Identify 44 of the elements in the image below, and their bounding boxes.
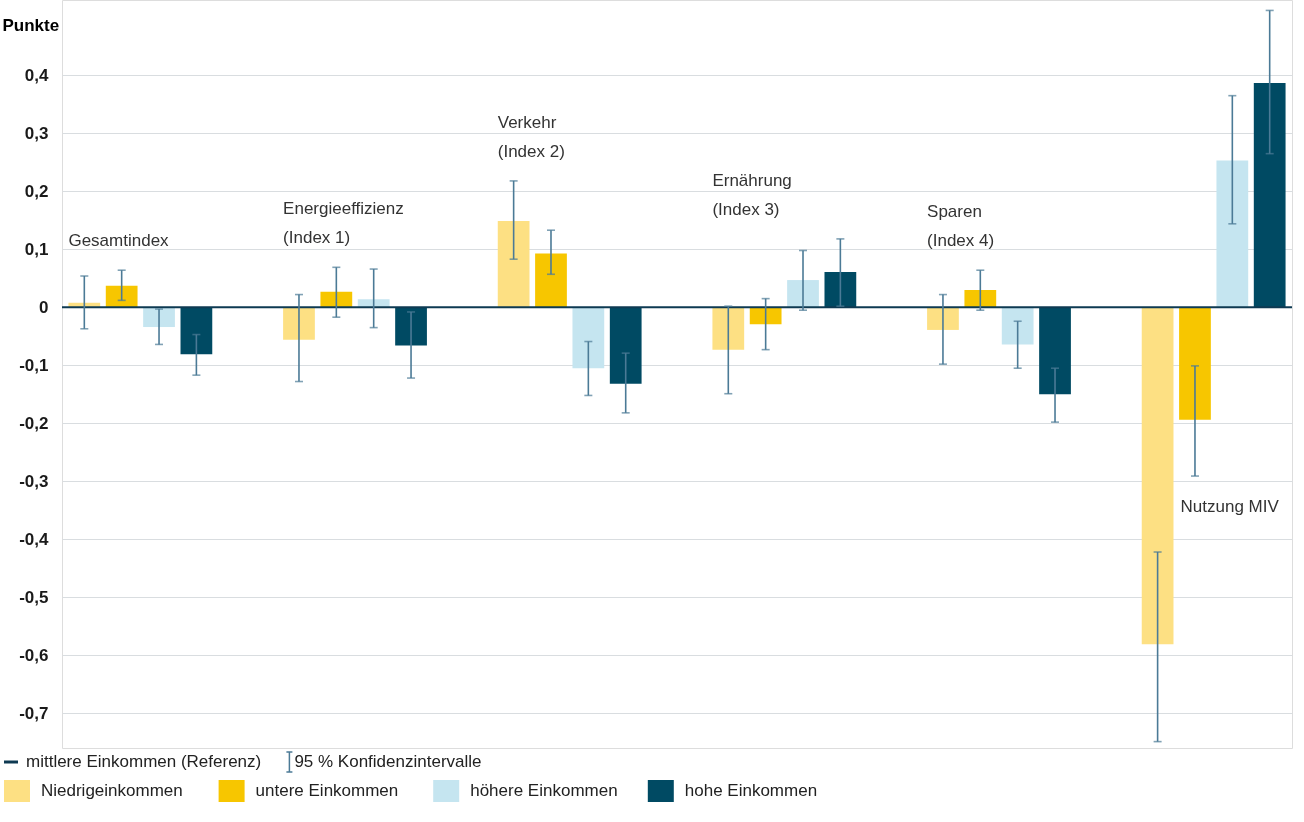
y-tick-label: -0,7 [19,703,49,723]
legend-label: untere Einkommen [255,781,399,800]
x-tick-label: Verkehr (Index 2) [497,112,565,161]
bar [497,220,530,308]
bar [964,289,997,308]
bar [1141,307,1174,645]
y-tick-label: 0,4 [24,65,50,85]
bar [535,253,567,308]
y-tick-label: -0,1 [19,355,49,375]
y-tick-label: -0,4 [19,529,50,549]
bar [749,307,782,325]
bar [787,280,819,308]
bar [180,307,213,355]
bar [609,307,642,384]
bar [283,307,315,340]
x-tick-label: Energieeffizienz (Index 1) [283,199,404,248]
y-tick-label: -0,3 [19,471,49,491]
y-tick-label: 0,3 [24,123,49,143]
legend-label: mittlere Einkommen (Referenz) [26,752,262,771]
bar [1001,307,1034,345]
bar [1216,160,1249,308]
y-tick-label: -0,2 [19,413,49,433]
legend-label: hohe Einkommen [684,781,818,800]
bar [395,307,427,346]
x-tick-label: Nutzung MIV [1180,497,1280,517]
x-tick-label: Ernährung (Index 3) [712,170,792,219]
y-tick-label: 0,2 [24,181,49,201]
bar [1039,307,1071,395]
legend-label: höhere Einkommen [470,781,618,800]
y-axis-title: Punkte [2,15,60,35]
legend-label: Niedrigeinkommen [41,781,183,800]
bar [105,285,138,308]
x-tick-label: Sparen (Index 4) [927,201,995,250]
bar [572,307,605,369]
bar [712,307,745,350]
bar [1179,307,1211,420]
text: 95 % Konfidenzintervalle [294,752,482,771]
y-tick-label: -0,6 [19,645,49,665]
y-tick-label: 0 [39,297,49,317]
x-tick-label: Gesamtindex [68,230,170,250]
bar [824,271,857,308]
y-tick-label: -0,5 [19,587,49,607]
bar [1253,82,1286,308]
y-tick-label: 0,1 [24,239,49,259]
